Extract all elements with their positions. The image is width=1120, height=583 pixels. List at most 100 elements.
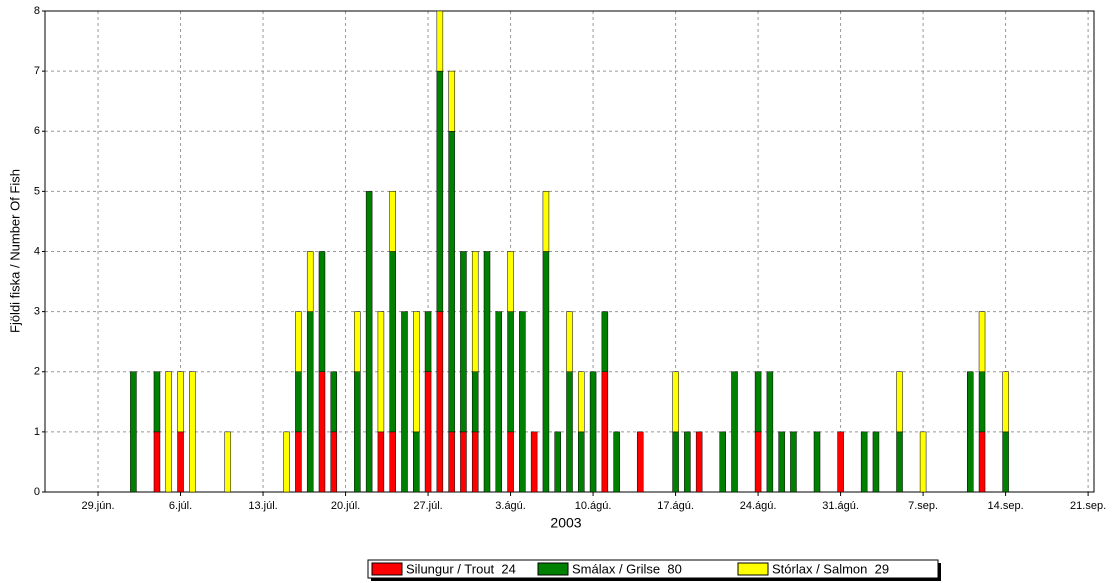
bar-segment <box>978 371 986 433</box>
bar-segment <box>413 311 420 433</box>
bar-segment <box>601 371 609 493</box>
bar-segment <box>978 431 986 493</box>
bar-segment <box>318 371 326 493</box>
x-tick-label: 14.sep. <box>988 500 1024 512</box>
x-axis-label: 2003 <box>550 515 581 531</box>
bar-segment <box>448 431 455 493</box>
bar-segment <box>601 311 609 372</box>
bar-segment <box>578 431 585 493</box>
bar-segment <box>295 311 302 372</box>
x-tick-label: 13.júl. <box>248 500 277 512</box>
bar-segment <box>542 191 550 252</box>
bar-segment <box>731 371 738 493</box>
bar-segment <box>613 431 620 493</box>
bar-segment <box>306 311 314 493</box>
bar-segment <box>130 371 137 493</box>
bar-segment <box>295 431 302 493</box>
legend-swatch <box>537 562 569 576</box>
bar-segment <box>1002 371 1009 433</box>
y-tick-label: 3 <box>34 306 40 318</box>
y-axis-label: Fjöldi fiska / Number Of Fish <box>7 169 22 333</box>
bar-segment <box>424 311 432 372</box>
bar-segment <box>837 431 844 493</box>
bar-segment <box>566 311 573 372</box>
bar-segment <box>389 251 396 433</box>
bar-segment <box>919 431 927 493</box>
bar-segment <box>1002 431 1009 493</box>
bar-segment <box>695 431 703 493</box>
legend-swatch <box>371 562 403 576</box>
bar-segment <box>153 371 161 433</box>
x-tick-label: 3.ágú. <box>495 500 526 512</box>
bar-segment <box>448 131 455 433</box>
bar-segment <box>684 431 691 493</box>
legend-label: Silungur / Trout 24 <box>406 561 516 576</box>
bar-segment <box>896 431 903 493</box>
y-tick-label: 7 <box>34 65 40 77</box>
bar-segment <box>672 371 679 433</box>
bar-segment <box>330 431 338 493</box>
y-tick-label: 1 <box>34 426 40 438</box>
bar-segment <box>483 251 491 493</box>
x-tick-label: 10.ágú. <box>575 500 612 512</box>
bar-segment <box>672 431 679 493</box>
bar-segment <box>507 311 514 433</box>
bar-segment <box>354 311 361 372</box>
bar-segment <box>460 251 467 433</box>
legend-box <box>367 559 939 579</box>
bar-segment <box>424 371 432 493</box>
bar-segment <box>389 191 396 252</box>
bar-segment <box>377 431 385 493</box>
bar-segment <box>436 70 444 312</box>
bar-segment <box>318 251 326 372</box>
y-tick-label: 6 <box>34 125 40 137</box>
bar-segment <box>860 431 868 493</box>
bar-segment <box>566 371 573 493</box>
bar-segment <box>554 431 561 493</box>
bar-segment <box>966 371 974 493</box>
bar-segment <box>413 431 420 493</box>
legend-label: Smálax / Grilse 80 <box>572 561 682 576</box>
x-tick-label: 7.sep. <box>908 500 938 512</box>
bar-segment <box>448 70 455 132</box>
bar-segment <box>436 311 444 493</box>
bar-segment <box>813 431 821 493</box>
x-tick-label: 20.júl. <box>331 500 360 512</box>
x-tick-label: 29.jún. <box>82 500 115 512</box>
x-tick-label: 21.sep. <box>1070 500 1106 512</box>
bar-segment <box>519 311 526 493</box>
y-tick-label: 2 <box>34 366 40 378</box>
bar-segment <box>766 371 774 493</box>
bar-segment <box>507 431 514 493</box>
bar-segment <box>754 431 762 493</box>
bar-segment <box>542 251 550 493</box>
y-tick-label: 4 <box>34 245 40 257</box>
bar-segment <box>295 371 302 433</box>
bar-segment <box>283 431 290 493</box>
x-tick-label: 6.júl. <box>169 500 192 512</box>
bar-segment <box>719 431 726 493</box>
bar-segment <box>330 371 338 433</box>
bar-segment <box>365 191 373 493</box>
bar-segment <box>177 431 184 493</box>
bar-segment <box>978 311 986 372</box>
bar-segment <box>790 431 797 493</box>
bar-segment <box>153 431 161 493</box>
y-tick-label: 0 <box>34 486 40 498</box>
bar-segment <box>189 371 196 493</box>
bar-segment <box>471 251 479 372</box>
bar-segment <box>389 431 396 493</box>
bar-segment <box>306 251 314 312</box>
y-tick-label: 8 <box>34 5 40 17</box>
y-tick-label: 5 <box>34 185 40 197</box>
x-tick-label: 24.ágú. <box>740 500 777 512</box>
x-tick-label: 31.ágú. <box>822 500 859 512</box>
bar-segment <box>401 311 408 493</box>
bar-segment <box>224 431 231 493</box>
bar-segment <box>436 10 444 72</box>
bar-segment <box>471 431 479 493</box>
bar-segment <box>165 371 173 493</box>
x-tick-label: 17.ágú. <box>657 500 694 512</box>
x-tick-label: 27.júl. <box>413 500 442 512</box>
